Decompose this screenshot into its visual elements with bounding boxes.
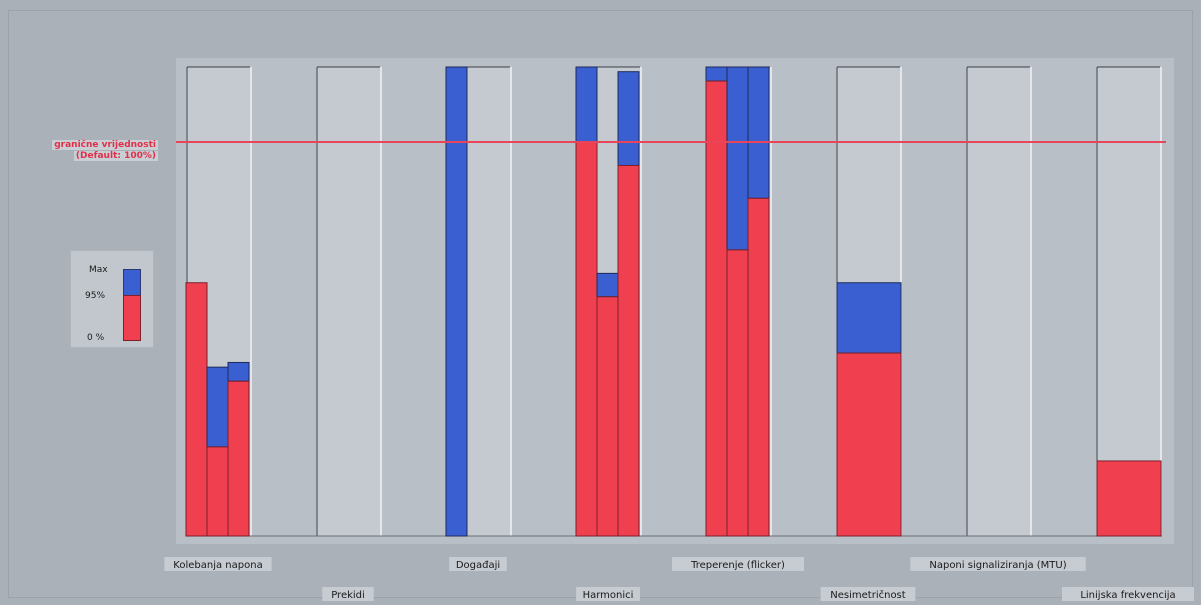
legend-p95-swatch [123, 295, 141, 341]
category-label: Prekidi [331, 590, 365, 601]
bar-max [445, 66, 468, 537]
bar-p95 [1096, 460, 1162, 537]
bar-p95 [726, 249, 749, 537]
group-panel [316, 67, 380, 536]
bar-max [705, 66, 728, 82]
category-label: Kolebanja napona [173, 560, 262, 571]
category-label-bg [164, 557, 272, 571]
category-label-bg [322, 587, 374, 601]
category-label-bg [1062, 587, 1194, 601]
bar-max [747, 66, 770, 199]
legend-zero-label: 0 % [87, 333, 105, 343]
bar-max [575, 66, 598, 143]
limit-label: granične vrijednosti (Default: 100%) [16, 140, 158, 162]
category-label: Treperenje (flicker) [690, 560, 785, 571]
bar-p95 [185, 282, 208, 537]
bar-max [836, 282, 902, 354]
legend: Max 95% 0 % [70, 250, 154, 348]
category-label: Nesimetričnost [830, 589, 905, 601]
category-label-bg [576, 587, 640, 601]
bar-p95 [596, 296, 619, 537]
bar-p95 [575, 141, 598, 537]
bar-max [227, 361, 250, 382]
limit-label-line-1: granične vrijednosti [52, 140, 158, 150]
bar-p95 [705, 80, 728, 537]
bar-max [206, 366, 229, 448]
category-label-bg [672, 557, 804, 571]
category-label-bg [910, 557, 1086, 571]
bar-p95 [747, 197, 770, 537]
bar-p95 [836, 352, 902, 537]
bar-max [596, 272, 619, 298]
legend-max-label: Max [89, 265, 108, 275]
category-label-bg [449, 557, 507, 571]
bar-max [726, 66, 749, 251]
category-label: Linijska frekvencija [1080, 590, 1175, 601]
category-label: Naponi signaliziranja (MTU) [929, 560, 1066, 571]
legend-p95-label: 95% [85, 291, 106, 301]
bar-p95 [227, 380, 250, 537]
category-label: Događaji [456, 560, 500, 571]
group-panel [966, 67, 1030, 536]
bar-p95 [617, 164, 640, 537]
category-label-bg [820, 587, 916, 601]
bar-max [617, 71, 640, 166]
bar-p95 [206, 446, 229, 537]
category-label: Harmonici [583, 590, 634, 601]
limit-label-line-2: (Default: 100%) [73, 151, 158, 161]
group-panel [1096, 67, 1160, 536]
